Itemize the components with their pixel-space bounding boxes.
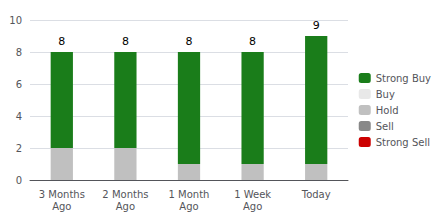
svg-text:Sell: Sell: [376, 121, 394, 132]
svg-text:Ago: Ago: [116, 201, 135, 212]
svg-text:3 Months: 3 Months: [39, 189, 85, 200]
svg-text:Ago: Ago: [179, 201, 198, 212]
svg-text:2 Months: 2 Months: [102, 189, 148, 200]
svg-text:Strong Sell: Strong Sell: [376, 137, 430, 148]
svg-text:8: 8: [58, 35, 65, 48]
svg-text:9: 9: [313, 19, 320, 32]
svg-text:10: 10: [9, 15, 22, 26]
svg-text:0: 0: [16, 175, 22, 186]
svg-text:Ago: Ago: [243, 201, 262, 212]
svg-text:8: 8: [122, 35, 129, 48]
svg-text:2: 2: [16, 143, 22, 154]
svg-text:6: 6: [16, 79, 22, 90]
svg-text:1 Month: 1 Month: [169, 189, 210, 200]
svg-text:1 Week: 1 Week: [234, 189, 271, 200]
svg-text:Ago: Ago: [52, 201, 71, 212]
svg-text:8: 8: [16, 47, 22, 58]
svg-text:Hold: Hold: [376, 105, 399, 116]
svg-text:Strong Buy: Strong Buy: [376, 73, 431, 84]
svg-text:Buy: Buy: [376, 89, 395, 100]
svg-text:8: 8: [249, 35, 256, 48]
svg-text:8: 8: [186, 35, 193, 48]
svg-text:Today: Today: [301, 189, 331, 200]
svg-text:4: 4: [16, 111, 22, 122]
